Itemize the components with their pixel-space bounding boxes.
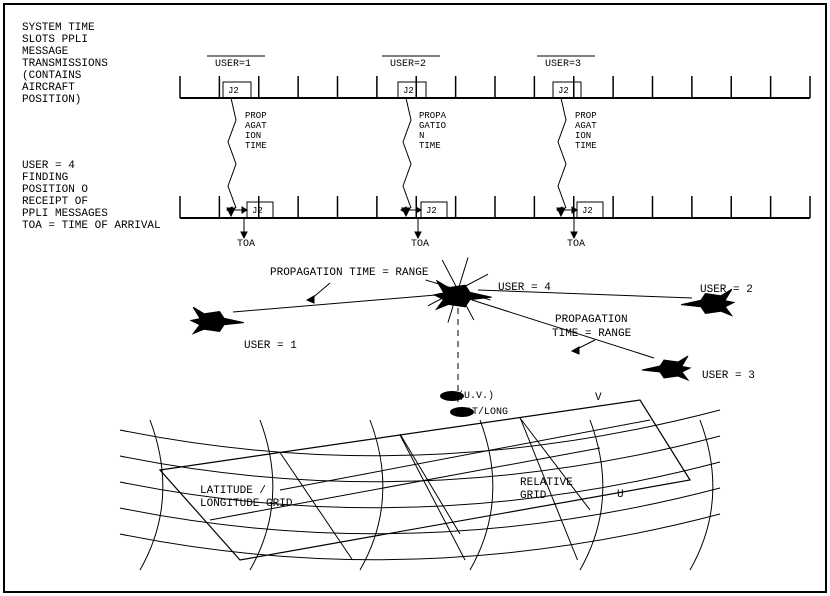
svg-text:AIRCRAFT: AIRCRAFT	[22, 82, 75, 94]
svg-text:LAT/LONG: LAT/LONG	[460, 406, 508, 418]
svg-text:TIME: TIME	[245, 141, 267, 151]
svg-text:USER=2: USER=2	[390, 59, 426, 70]
svg-text:ION: ION	[575, 131, 591, 141]
svg-text:U: U	[617, 489, 624, 501]
svg-text:RECEIPT OF: RECEIPT OF	[22, 196, 88, 208]
svg-text:(U.V.): (U.V.)	[458, 390, 494, 402]
svg-text:PROP: PROP	[245, 111, 267, 121]
svg-text:TOA = TIME OF ARRIVAL: TOA = TIME OF ARRIVAL	[22, 220, 161, 232]
svg-text:SYSTEM TIME: SYSTEM TIME	[22, 22, 95, 34]
svg-text:PROPA: PROPA	[419, 111, 447, 121]
svg-text:TOA: TOA	[567, 239, 585, 250]
svg-text:GATIO: GATIO	[419, 121, 446, 131]
svg-text:TOA: TOA	[237, 239, 255, 250]
svg-text:TRANSMISSIONS: TRANSMISSIONS	[22, 58, 108, 70]
svg-text:USER = 3: USER = 3	[702, 370, 755, 382]
svg-text:USER=3: USER=3	[545, 59, 581, 70]
svg-text:J2: J2	[558, 86, 569, 96]
svg-text:RELATIVE: RELATIVE	[520, 477, 573, 489]
svg-text:USER = 2: USER = 2	[700, 284, 753, 296]
svg-text:PPLI MESSAGES: PPLI MESSAGES	[22, 208, 108, 220]
svg-text:USER = 4: USER = 4	[22, 160, 75, 172]
svg-text:TIME: TIME	[575, 141, 597, 151]
svg-text:MESSAGE: MESSAGE	[22, 46, 69, 58]
svg-text:J2: J2	[426, 206, 437, 216]
svg-text:TIME: TIME	[419, 141, 441, 151]
svg-text:POSITION): POSITION)	[22, 94, 81, 106]
svg-text:AGAT: AGAT	[575, 121, 597, 131]
svg-text:J2: J2	[228, 86, 239, 96]
svg-text:FINDING: FINDING	[22, 172, 68, 184]
svg-text:SLOTS PPLI: SLOTS PPLI	[22, 34, 88, 46]
svg-text:PROPAGATION: PROPAGATION	[555, 314, 628, 326]
svg-text:J2: J2	[582, 206, 593, 216]
svg-text:POSITION O: POSITION O	[22, 184, 88, 196]
svg-text:LONGITUDE GRID: LONGITUDE GRID	[200, 498, 293, 510]
svg-text:V: V	[595, 392, 602, 404]
svg-text:N: N	[419, 131, 424, 141]
svg-text:PROP: PROP	[575, 111, 597, 121]
svg-text:TOA: TOA	[411, 239, 429, 250]
svg-text:USER = 1: USER = 1	[244, 340, 297, 352]
ppli-relnav-diagram: SYSTEM TIMESLOTS PPLIMESSAGETRANSMISSION…	[0, 0, 830, 596]
diagram-root: SYSTEM TIMESLOTS PPLIMESSAGETRANSMISSION…	[0, 0, 830, 596]
svg-text:LATITUDE /: LATITUDE /	[200, 485, 266, 497]
svg-text:(CONTAINS: (CONTAINS	[22, 70, 82, 82]
svg-text:J2: J2	[403, 86, 414, 96]
svg-text:GRID: GRID	[520, 490, 547, 502]
svg-text:ION: ION	[245, 131, 261, 141]
svg-text:USER=1: USER=1	[215, 59, 251, 70]
svg-text:PROPAGATION TIME = RANGE: PROPAGATION TIME = RANGE	[270, 267, 429, 279]
svg-text:AGAT: AGAT	[245, 121, 267, 131]
svg-text:J2: J2	[252, 206, 263, 216]
